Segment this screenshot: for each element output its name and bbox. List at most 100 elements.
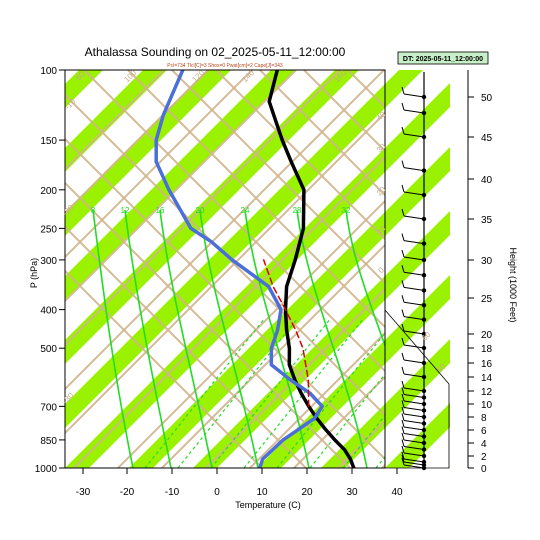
height-tick-label: 16 <box>481 359 493 370</box>
wind-barb-flag <box>401 337 405 346</box>
moist-band <box>129 70 450 468</box>
mixing-ratio-dashed-line <box>210 317 332 468</box>
dry-adiabat-label: 0 <box>376 265 386 275</box>
height-tick-label: 40 <box>481 175 493 186</box>
moist-adiabat-line <box>83 70 385 373</box>
wind-barb-flag <box>401 432 405 441</box>
wind-barb-flag <box>401 451 405 460</box>
moist-adiabat-line <box>65 269 264 468</box>
moist-band <box>0 8 37 468</box>
wind-barb <box>403 413 425 418</box>
wind-barb-flag <box>401 419 405 428</box>
y-axis: 100 150 200 250 300 400 500 700 850 1000 <box>35 66 65 475</box>
wind-barb-flag <box>401 249 405 258</box>
chart-subtitle: Pcl=734 Tlcl[C]=3 Shox=0 Pwat[cm]=2 Cape… <box>167 63 283 69</box>
y-tick-label: 1000 <box>35 464 58 475</box>
sounding-series <box>154 70 356 468</box>
wind-barb-flag <box>401 366 405 375</box>
y-tick-label: 850 <box>40 436 57 447</box>
y-tick-label: 150 <box>40 136 57 147</box>
moist-band <box>257 70 450 468</box>
mixing-ratio-line <box>92 209 134 468</box>
mixing-ratio-line <box>244 209 310 468</box>
wind-barb <box>403 426 425 431</box>
wind-barb <box>403 271 425 276</box>
wind-barb <box>403 420 425 424</box>
wind-barb-flag <box>401 406 405 415</box>
moist-adiabat-line <box>215 70 385 241</box>
wind-barb-flag <box>401 102 405 111</box>
y-tick-label: 100 <box>40 66 57 77</box>
mixing-ratio-dashed-line <box>177 317 299 468</box>
chart-title: Athalassa Sounding on 02_2025-05-11_12:0… <box>85 45 346 59</box>
mixing-ratio-label: 20 <box>196 206 205 215</box>
mixing-ratio-line <box>345 209 385 348</box>
wind-barb-flag <box>401 184 405 193</box>
height-tick-label: 6 <box>481 426 487 437</box>
moist-band <box>449 70 450 468</box>
x-tick-label: 0 <box>214 487 220 498</box>
mixing-ratio-dashed-line <box>309 373 385 468</box>
moist-band <box>65 70 293 468</box>
x-axis-label: Temperature (C) <box>235 500 301 510</box>
mixing-ratio-labels: 8 12 16 20 24 28 32 <box>91 206 351 215</box>
wind-barb <box>403 93 425 98</box>
height-tick-label: 0 <box>481 464 487 475</box>
mixing-ratio-dashed-line <box>144 317 266 468</box>
wind-barb <box>403 400 425 405</box>
wind-barb-flag <box>401 457 405 466</box>
dry-adiabats <box>65 70 385 468</box>
wind-barb <box>403 458 425 463</box>
wind-barb-flag <box>401 393 405 402</box>
dry-adiabat-line <box>73 155 385 468</box>
y-tick-label: 700 <box>40 402 57 413</box>
wind-barb-flag <box>401 280 405 288</box>
wind-barb <box>403 256 425 261</box>
height-tick-label: 10 <box>481 400 493 411</box>
mixing-ratio-dashed-line <box>342 414 385 468</box>
moist-band <box>65 70 357 468</box>
moist-band <box>193 70 450 468</box>
wind-barb <box>403 464 425 469</box>
moist-adiabat-line <box>171 70 385 285</box>
wind-barb-flag <box>401 413 405 421</box>
wind-barb-flag <box>401 352 405 361</box>
mixing-ratio-dashed-line <box>276 332 385 468</box>
y-tick-label: 200 <box>40 186 57 197</box>
wind-barb <box>403 316 425 321</box>
height-axis-label: Height (1000 Feet) <box>508 247 518 322</box>
wind-barb <box>403 394 425 398</box>
height-axis: 02 4 6 8 10 12 14 16 18 20 25 30 35 40 45 50 <box>467 70 493 475</box>
wind-barb <box>403 407 425 411</box>
moist-adiabat-line <box>65 181 352 468</box>
wind-barb-flag <box>401 265 405 273</box>
moist-adiabat-line <box>65 225 308 468</box>
wind-barb <box>403 286 425 291</box>
height-tick-label: 4 <box>481 439 487 450</box>
wind-barb <box>403 387 425 392</box>
mixing-ratio-label: 16 <box>156 206 165 215</box>
wind-barb <box>403 359 425 364</box>
moist-adiabat-bands <box>0 8 450 468</box>
height-tick-label: 20 <box>481 330 493 341</box>
height-tick-label: 25 <box>481 294 493 305</box>
x-tick-label: -10 <box>165 487 180 498</box>
mixing-ratio-line <box>296 209 368 468</box>
x-tick-label: 10 <box>256 487 268 498</box>
datetime-label: DT: 2025-05-11_12:00:00 <box>403 56 483 63</box>
wind-barb-flag <box>401 160 405 168</box>
parcel-line <box>262 259 310 408</box>
x-axis: -30 -20 -10 0 10 20 30 40 <box>76 468 403 498</box>
moist-adiabat-line <box>65 137 385 461</box>
wind-barb-flag <box>401 454 405 463</box>
temperature-line <box>267 70 356 468</box>
wind-barb-flag <box>401 380 405 389</box>
dry-adiabat-line <box>65 111 385 435</box>
plot-frame <box>64 69 386 469</box>
y-tick-label: 250 <box>40 224 57 235</box>
wind-barb-flag <box>401 309 405 317</box>
moist-band <box>65 70 229 468</box>
wind-barb <box>403 301 425 306</box>
wind-barb <box>403 446 425 450</box>
y-tick-label: 500 <box>40 344 57 355</box>
